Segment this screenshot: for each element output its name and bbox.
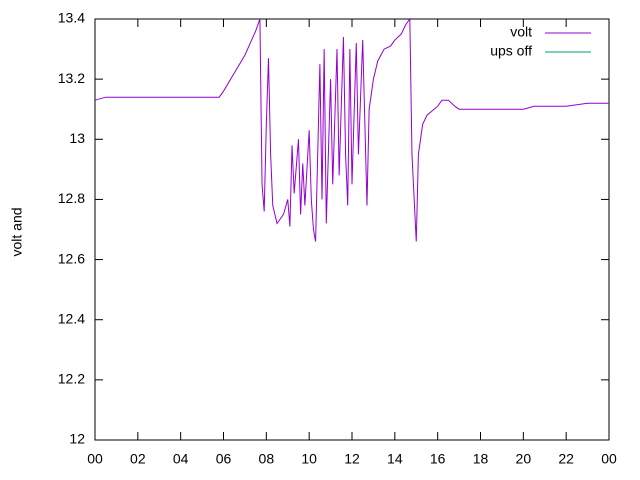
x-tick-label: 02 <box>130 451 146 467</box>
x-tick-label: 16 <box>430 451 446 467</box>
x-tick-label: 18 <box>473 451 489 467</box>
x-tick-label: 22 <box>558 451 574 467</box>
y-axis-label: volt and <box>9 207 25 256</box>
legend-label: ups off <box>490 43 532 59</box>
legend-label: volt <box>510 24 532 40</box>
x-tick-label: 06 <box>216 451 232 467</box>
y-tick-label: 12.6 <box>58 250 85 266</box>
x-tick-label: 04 <box>173 451 189 467</box>
series-line <box>94 17 609 242</box>
x-tick-label: 10 <box>301 451 317 467</box>
x-tick-label: 20 <box>516 451 532 467</box>
y-tick-label: 13.2 <box>58 70 85 86</box>
plot-frame <box>94 18 610 441</box>
x-tick-label: 14 <box>387 451 403 467</box>
y-tick-label: 12.2 <box>58 371 85 387</box>
y-tick-label: 12 <box>69 431 85 447</box>
y-tick-label: 12.4 <box>58 310 85 326</box>
y-tick-label: 13.4 <box>58 10 85 26</box>
x-tick-label: 00 <box>87 451 103 467</box>
y-tick-label: 13 <box>69 130 85 146</box>
x-tick-label: 12 <box>344 451 360 467</box>
y-tick-label: 12.8 <box>58 190 85 206</box>
x-tick-label: 00 <box>601 451 617 467</box>
x-tick-label: 08 <box>259 451 275 467</box>
